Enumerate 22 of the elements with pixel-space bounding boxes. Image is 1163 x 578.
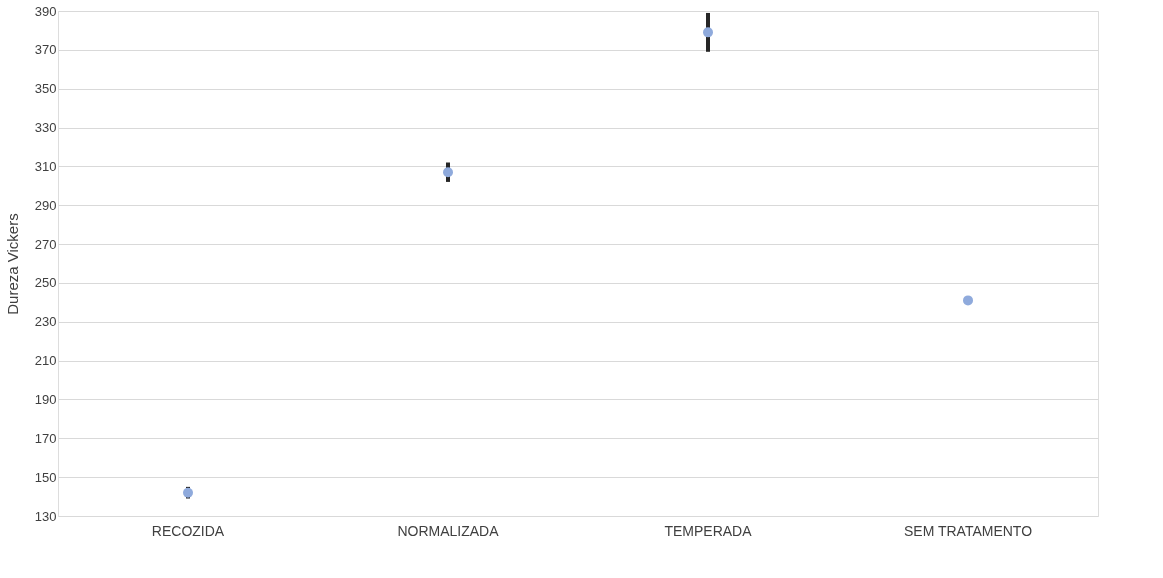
- y-tick-label: 330: [34, 120, 57, 136]
- point: [443, 167, 453, 178]
- y-tick-label: 310: [34, 158, 57, 174]
- y-tick-label: 230: [34, 314, 57, 330]
- y-tick-label: 210: [34, 353, 57, 369]
- y-tick-label: 170: [34, 430, 57, 446]
- y-tick-label: 130: [34, 508, 57, 524]
- y-tick-label: 290: [34, 197, 57, 213]
- x-tick-label: NORMALIZADA: [397, 522, 500, 539]
- point: [963, 295, 973, 306]
- y-tick-label: 390: [34, 3, 57, 19]
- y-tick-label: 270: [34, 236, 57, 252]
- point: [703, 27, 713, 38]
- y-tick-label: 190: [34, 391, 57, 407]
- y-tick-label: 370: [34, 42, 57, 58]
- y-tick-label: 250: [34, 275, 57, 291]
- x-tick-label: RECOZIDA: [151, 522, 225, 539]
- x-tick-label: TEMPERADA: [664, 522, 753, 539]
- y-tick-label: 350: [34, 81, 57, 97]
- y-axis-title: Dureza Vickers: [3, 213, 21, 315]
- y-tick-label: 150: [34, 469, 57, 485]
- x-tick-label: SEM TRATAMENTO: [903, 522, 1033, 539]
